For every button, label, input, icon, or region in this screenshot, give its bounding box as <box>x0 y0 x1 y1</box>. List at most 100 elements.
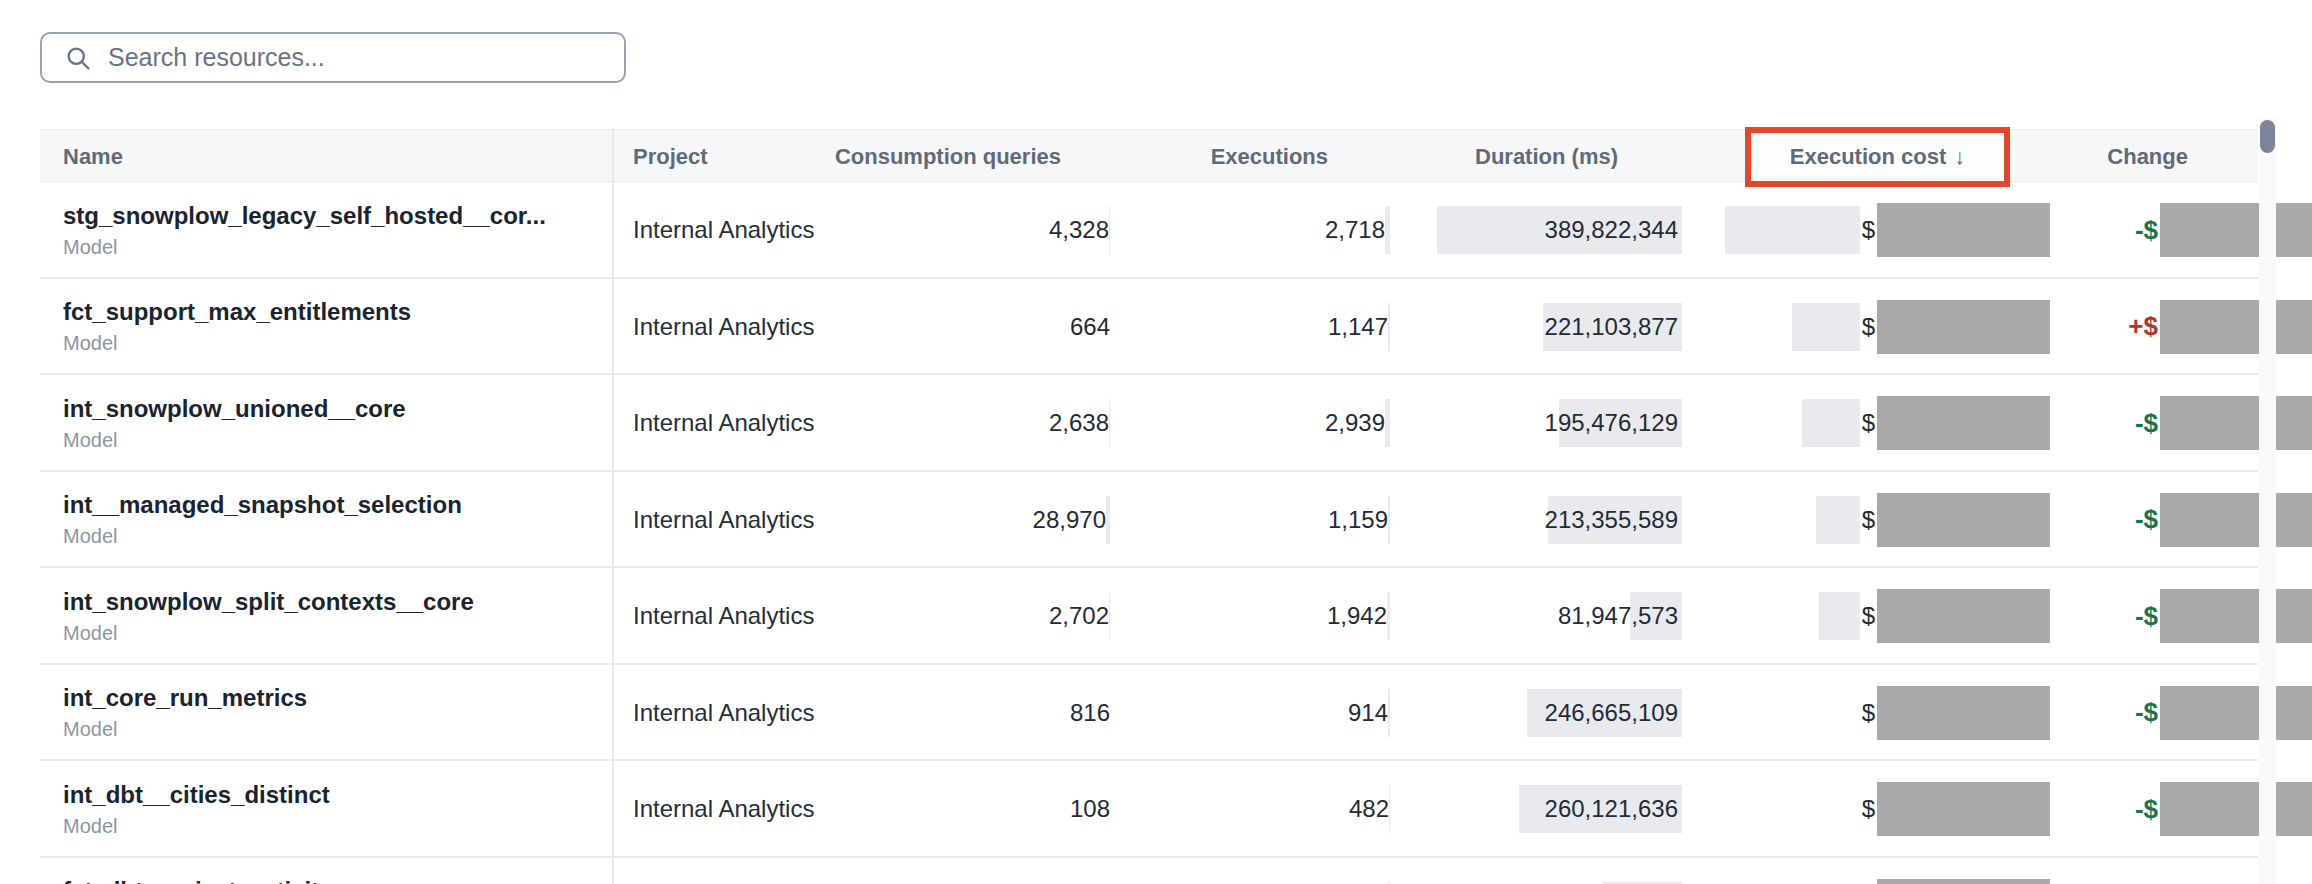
executions-cell <box>1388 858 1390 884</box>
column-header-name[interactable]: Name <box>63 130 123 183</box>
change-sign: -$ <box>2135 215 2158 246</box>
project-cell: Internal Analytics <box>633 279 814 376</box>
resource-name[interactable]: int__managed_snapshot_selection <box>63 490 462 520</box>
change-sign: -$ <box>2135 794 2158 825</box>
resource-name[interactable]: int_core_run_metrics <box>63 683 307 713</box>
table-row[interactable]: stg_snowplow_legacy_self_hosted__cor... … <box>0 182 2312 279</box>
duration-cell: 389,822,344 <box>1543 182 1680 279</box>
project-cell: Internal Analytics <box>633 472 814 569</box>
duration-cell: 213,355,589 <box>1543 472 1680 569</box>
cost-redaction-block <box>1877 396 2050 450</box>
annotation-highlight-box: Execution cost ↓ <box>1745 127 2010 187</box>
change-sign: -$ <box>2135 601 2158 632</box>
change-redaction-block <box>2160 493 2312 547</box>
execution-cost-cell: $ <box>1792 279 2050 376</box>
consumption-queries-cell: 2,638 <box>1049 375 1110 472</box>
resource-name[interactable]: int_dbt__cities_distinct <box>63 780 330 810</box>
project-cell: Internal Analytics <box>633 568 814 665</box>
table-row[interactable]: int_dbt__cities_distinct Model Internal … <box>0 761 2312 858</box>
change-redaction-block <box>2160 396 2312 450</box>
consumption-queries-cell: 2,702 <box>1049 568 1110 665</box>
change-cell: -$ <box>2135 472 2312 569</box>
consumption-queries-cell: 4,328 <box>1049 182 1110 279</box>
table-row[interactable]: fct_dbt_project_activity Model $ <box>0 858 2312 884</box>
change-redaction-block <box>2160 686 2312 740</box>
table-body: stg_snowplow_legacy_self_hosted__cor... … <box>0 182 2312 884</box>
search-placeholder: Search resources... <box>108 43 325 72</box>
table-row[interactable]: fct_support_max_entitlements Model Inter… <box>0 279 2312 376</box>
cost-dollar-symbol: $ <box>1862 795 1875 823</box>
consumption-queries-cell: 816 <box>1070 665 1110 762</box>
execution-cost-cell: $ <box>1860 761 2050 858</box>
table-row[interactable]: int_snowplow_split_contexts__core Model … <box>0 568 2312 665</box>
cost-redaction-block <box>1877 686 2050 740</box>
executions-cell: 2,939 <box>1325 375 1390 472</box>
table-row[interactable]: int_core_run_metrics Model Internal Anal… <box>0 665 2312 762</box>
execution-cost-cell: $ <box>1819 568 2050 665</box>
resource-type-label: Model <box>63 716 117 742</box>
resource-type-label: Model <box>63 427 117 453</box>
search-icon <box>64 44 92 72</box>
column-header-change[interactable]: Change <box>2107 130 2188 183</box>
change-cell: -$ <box>2135 375 2312 472</box>
change-redaction-block <box>2160 300 2312 354</box>
scrollbar-thumb[interactable] <box>2260 120 2275 153</box>
consumption-queries-cell: 664 <box>1070 279 1110 376</box>
cost-databar <box>1792 303 1860 351</box>
duration-cell: 260,121,636 <box>1543 761 1680 858</box>
table-row[interactable]: int__managed_snapshot_selection Model In… <box>0 472 2312 569</box>
execution-cost-cell: $ <box>1816 472 2050 569</box>
cost-redaction-block <box>1877 589 2050 643</box>
executions-cell: 482 <box>1349 761 1390 858</box>
execution-cost-cell: $ <box>1860 858 2050 884</box>
cost-redaction-block <box>1877 300 2050 354</box>
cost-dollar-symbol: $ <box>1862 409 1875 437</box>
duration-cell: 246,665,109 <box>1543 665 1680 762</box>
change-cell: -$ <box>2135 665 2312 762</box>
column-header-duration[interactable]: Duration (ms) <box>1475 130 1618 183</box>
cost-redaction-block <box>1877 782 2050 836</box>
sort-descending-icon[interactable]: ↓ <box>1954 144 1965 170</box>
consumption-queries-cell: 28,970 <box>1033 472 1110 569</box>
column-header-execution-cost[interactable]: Execution cost <box>1790 144 1946 170</box>
cost-dollar-symbol: $ <box>1862 699 1875 727</box>
change-sign: -$ <box>2135 697 2158 728</box>
cost-dollar-symbol: $ <box>1862 216 1875 244</box>
change-cell: -$ <box>2135 568 2312 665</box>
execution-cost-cell: $ <box>1860 665 2050 762</box>
executions-cell: 1,942 <box>1327 568 1390 665</box>
resource-name[interactable]: fct_support_max_entitlements <box>63 297 411 327</box>
change-sign: +$ <box>2128 311 2158 342</box>
change-sign: -$ <box>2135 408 2158 439</box>
resources-table: Name Project Consumption queries Executi… <box>0 129 2312 884</box>
resource-name[interactable]: fct_dbt_project_activity <box>63 876 332 884</box>
change-redaction-block <box>2160 203 2312 257</box>
cost-redaction-block <box>1877 493 2050 547</box>
resource-type-label: Model <box>63 620 117 646</box>
execution-cost-cell: $ <box>1802 375 2050 472</box>
executions-cell: 914 <box>1348 665 1390 762</box>
cost-dollar-symbol: $ <box>1862 602 1875 630</box>
resource-name[interactable]: int_snowplow_split_contexts__core <box>63 587 474 617</box>
column-header-executions[interactable]: Executions <box>1211 130 1328 183</box>
execution-cost-cell: $ <box>1725 182 2050 279</box>
project-cell: Internal Analytics <box>633 182 814 279</box>
resource-name[interactable]: stg_snowplow_legacy_self_hosted__cor... <box>63 201 546 231</box>
executions-cell: 2,718 <box>1325 182 1390 279</box>
scrollbar-track[interactable] <box>2259 118 2276 884</box>
cost-dollar-symbol: $ <box>1862 506 1875 534</box>
project-cell: Internal Analytics <box>633 665 814 762</box>
change-redaction-block <box>2160 589 2312 643</box>
consumption-queries-cell: 108 <box>1070 761 1110 858</box>
column-header-project[interactable]: Project <box>633 130 708 183</box>
search-input[interactable]: Search resources... <box>40 32 626 83</box>
resources-cost-table-screen: Search resources... Name Project Consump… <box>0 0 2312 884</box>
executions-cell: 1,159 <box>1328 472 1390 569</box>
duration-cell: 81,947,573 <box>1556 568 1680 665</box>
resource-type-label: Model <box>63 523 117 549</box>
cost-dollar-symbol: $ <box>1862 313 1875 341</box>
table-row[interactable]: int_snowplow_unioned__core Model Interna… <box>0 375 2312 472</box>
cost-databar <box>1802 399 1860 447</box>
resource-name[interactable]: int_snowplow_unioned__core <box>63 394 406 424</box>
column-header-consumption-queries[interactable]: Consumption queries <box>835 130 1061 183</box>
